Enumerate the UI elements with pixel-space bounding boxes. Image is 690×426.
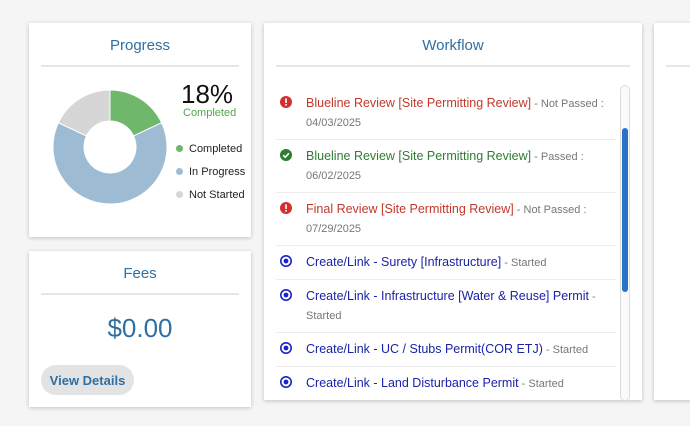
workflow-item-link[interactable]: Create/Link - UC / Stubs Permit(COR ETJ) bbox=[306, 342, 543, 356]
workflow-divider bbox=[276, 65, 630, 67]
workflow-item-link[interactable]: Create/Link - Surety [Infrastructure] bbox=[306, 255, 502, 269]
workflow-item-status: - Not Passed : 07/29/2025 bbox=[306, 204, 587, 235]
progress-donut-chart bbox=[52, 89, 168, 205]
workflow-scrollbar-thumb[interactable] bbox=[622, 128, 628, 292]
progress-percent: 18% bbox=[181, 79, 234, 109]
workflow-item-status: - Started bbox=[542, 344, 589, 356]
radio-dot-icon bbox=[280, 376, 292, 388]
fees-title: Fees bbox=[123, 265, 157, 282]
workflow-item-status: - Started bbox=[501, 257, 547, 269]
radio-dot-icon bbox=[280, 342, 292, 354]
legend-item: In Progress bbox=[176, 160, 245, 183]
workflow-item: Blueline Review [Site Permitting Review]… bbox=[276, 87, 616, 140]
workflow-item: Create/Link - Infrastructure [Water & Re… bbox=[276, 280, 616, 333]
workflow-scrollbar[interactable] bbox=[620, 85, 630, 401]
workflow-item: Final Review [Site Permitting Review] - … bbox=[276, 193, 616, 246]
check-circle-icon bbox=[280, 149, 292, 161]
partial-card-divider bbox=[666, 65, 690, 67]
workflow-item-link[interactable]: Final Review [Site Permitting Review] bbox=[306, 202, 514, 216]
alert-icon bbox=[280, 202, 292, 214]
workflow-item: Blueline Review [Site Permitting Review]… bbox=[276, 140, 616, 193]
donut-slice-not-started bbox=[57, 89, 111, 137]
workflow-item-status: - Started bbox=[518, 378, 564, 390]
progress-title: Progress bbox=[109, 37, 171, 54]
legend-label: In Progress bbox=[189, 165, 246, 178]
legend-dot-icon bbox=[176, 191, 183, 198]
legend-item: Not Started bbox=[176, 183, 245, 206]
workflow-item: Create/Link - Surety [Infrastructure] - … bbox=[276, 246, 616, 280]
workflow-item-link[interactable]: Blueline Review [Site Permitting Review] bbox=[306, 149, 532, 163]
workflow-item: Create/Link - Land Disturbance Permit - … bbox=[276, 367, 616, 400]
workflow-card: Workflow Blueline Review [Site Permittin… bbox=[264, 23, 642, 401]
workflow-item-link[interactable]: Create/Link - Infrastructure [Water & Re… bbox=[306, 289, 589, 303]
fees-amount: $0.00 bbox=[107, 313, 173, 343]
radio-dot-icon bbox=[280, 255, 292, 267]
progress-legend: Completed In Progress Not Started bbox=[176, 137, 245, 206]
legend-dot-icon bbox=[176, 168, 183, 175]
progress-percent-label: Completed bbox=[183, 107, 237, 119]
workflow-item-status: - Started bbox=[306, 291, 596, 322]
progress-divider bbox=[41, 65, 239, 67]
workflow-item-status: - Passed : 06/02/2025 bbox=[306, 151, 584, 182]
partial-card bbox=[654, 23, 690, 400]
legend-label: Completed bbox=[189, 142, 243, 155]
view-details-button[interactable]: View Details bbox=[41, 365, 134, 395]
donut-slice-in-progress bbox=[52, 122, 168, 205]
workflow-title: Workflow bbox=[422, 37, 484, 54]
legend-item: Completed bbox=[176, 137, 245, 160]
radio-dot-icon bbox=[280, 289, 292, 301]
legend-dot-icon bbox=[176, 145, 183, 152]
alert-icon bbox=[280, 96, 292, 108]
fees-divider bbox=[41, 293, 239, 295]
workflow-item-link[interactable]: Blueline Review [Site Permitting Review] bbox=[306, 96, 532, 110]
workflow-item: Create/Link - UC / Stubs Permit(COR ETJ)… bbox=[276, 333, 616, 367]
legend-label: Not Started bbox=[189, 188, 245, 201]
fees-card: Fees $0.00 View Details bbox=[29, 251, 251, 407]
workflow-list[interactable]: Blueline Review [Site Permitting Review]… bbox=[276, 87, 616, 400]
progress-card: Progress 18% Completed Completed In Progr… bbox=[29, 23, 251, 237]
workflow-item-status: - Not Passed : 04/03/2025 bbox=[306, 98, 604, 129]
workflow-item-link[interactable]: Create/Link - Land Disturbance Permit bbox=[306, 376, 519, 390]
